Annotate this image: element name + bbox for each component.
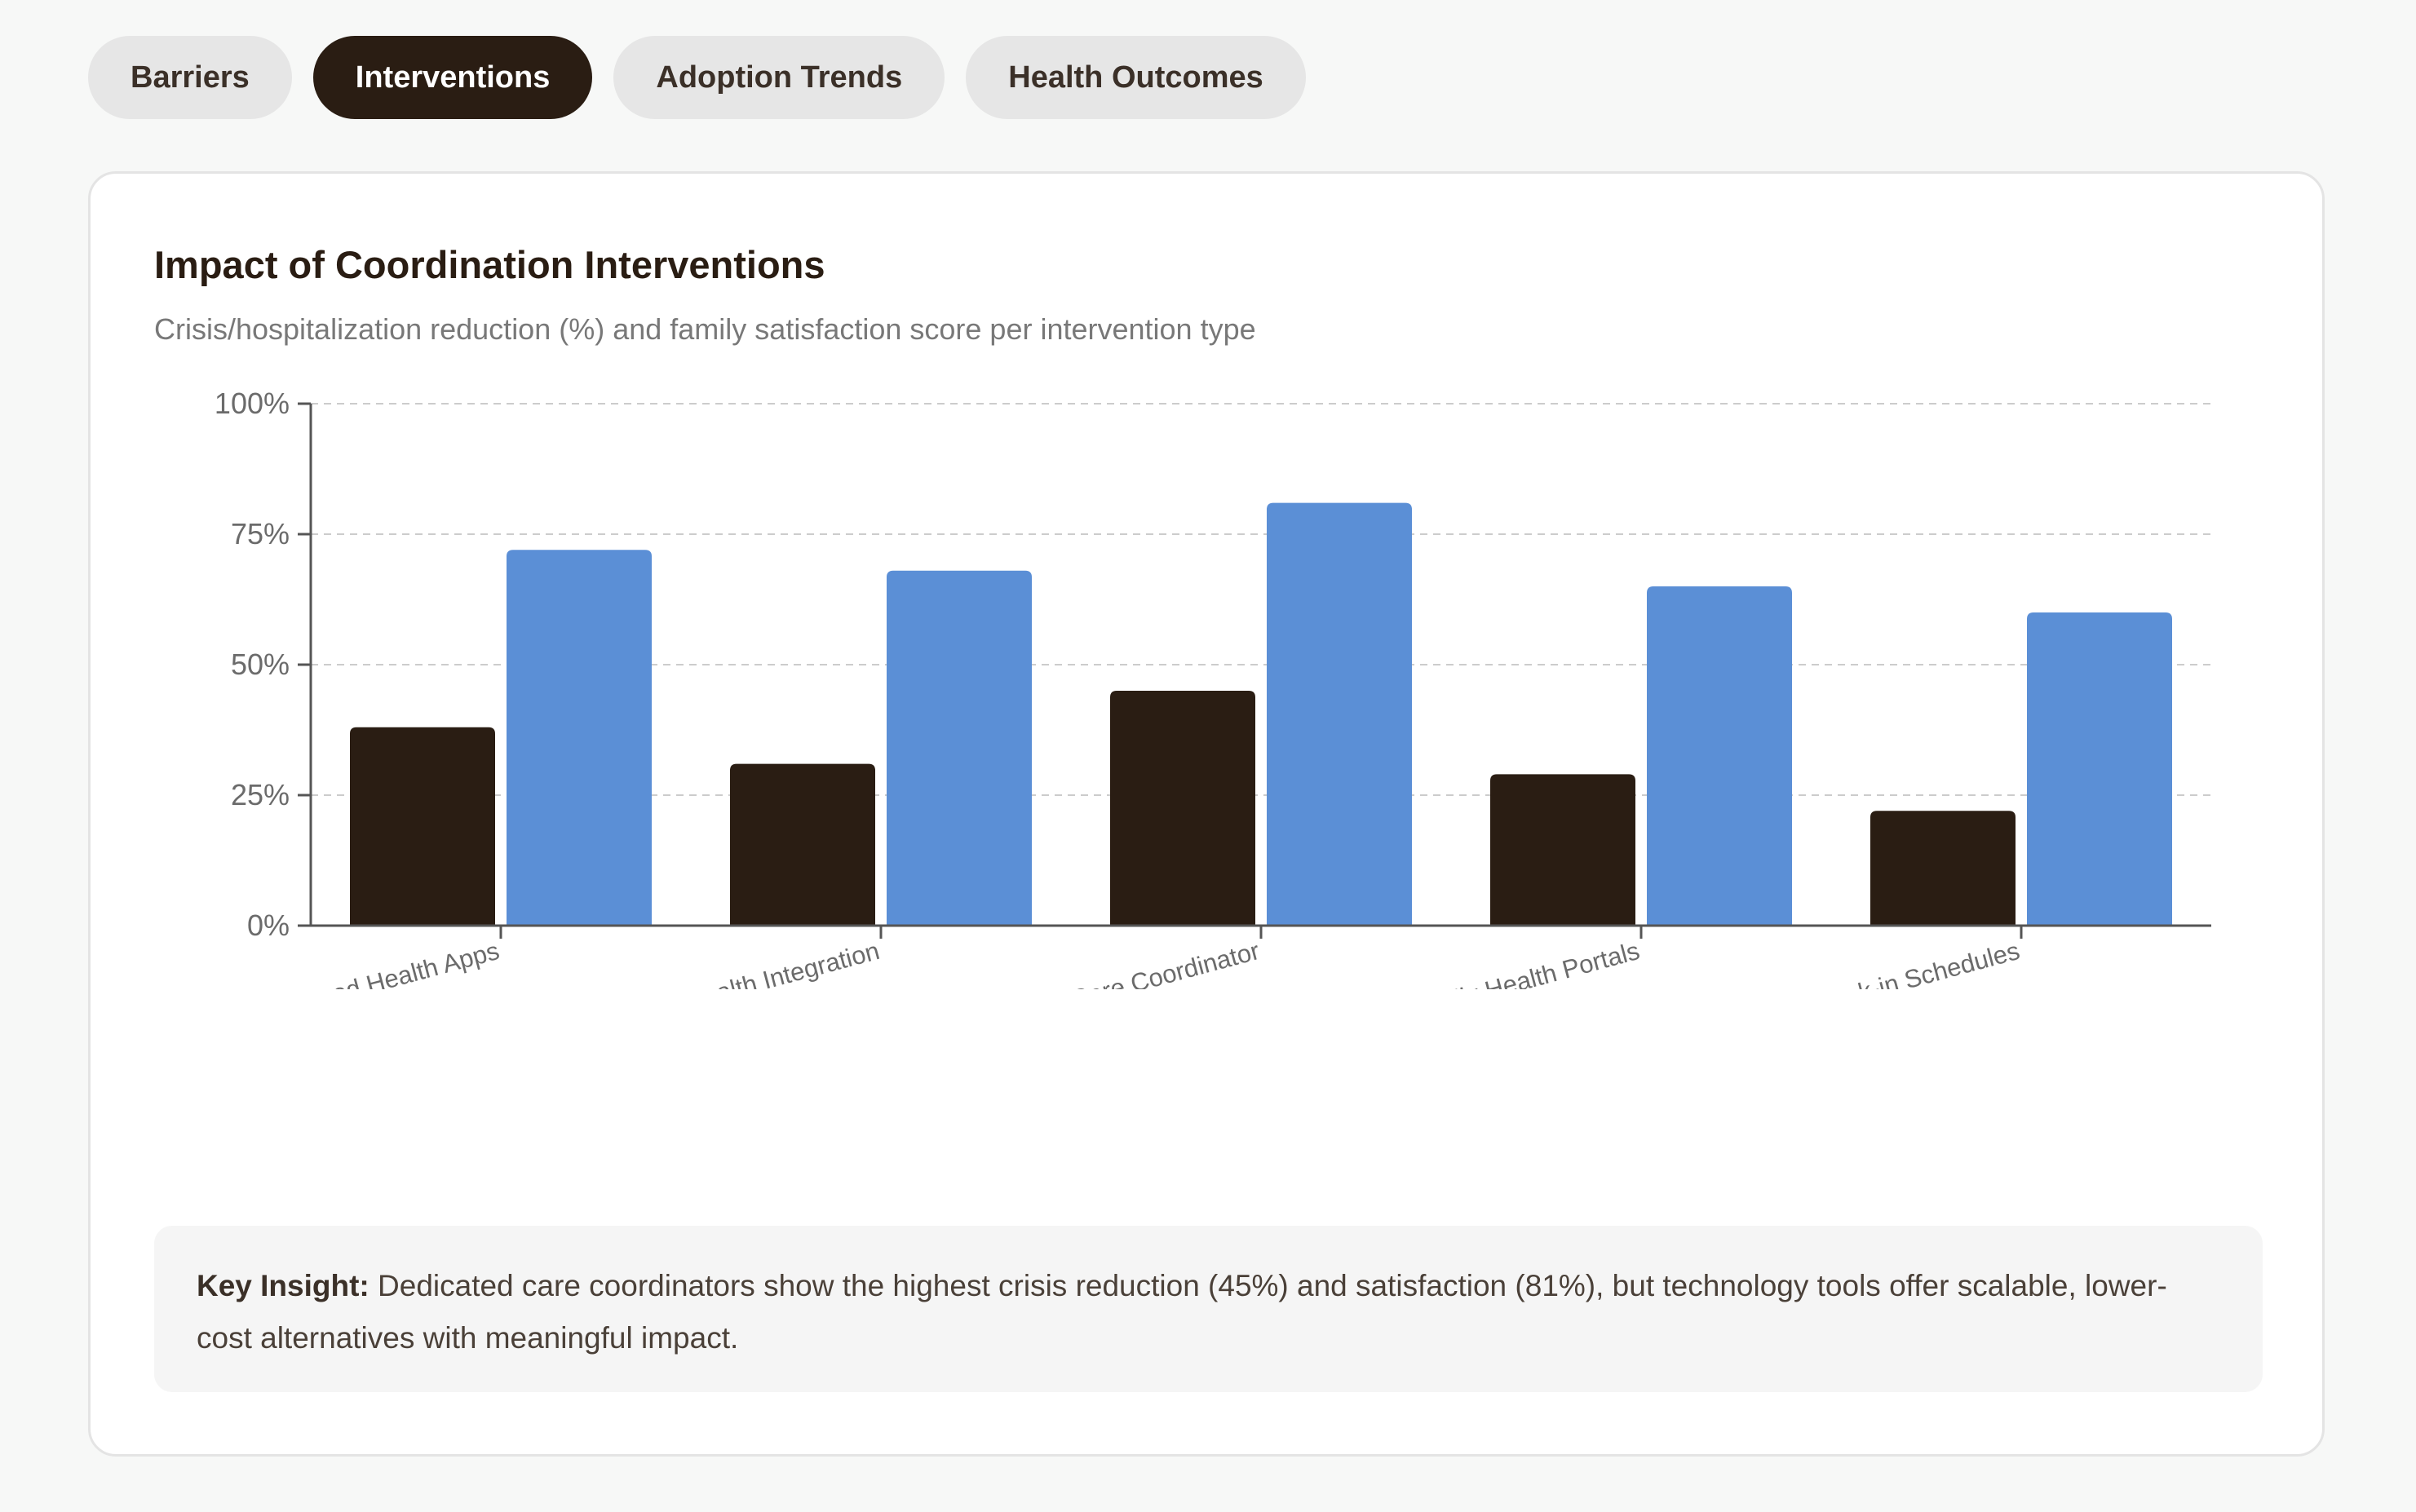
- bar-crisis-reduction[interactable]: [350, 727, 495, 926]
- bar-family-satisfaction[interactable]: [887, 570, 1032, 926]
- bar-family-satisfaction[interactable]: [1647, 586, 1792, 926]
- tab-adoption-trends[interactable]: Adoption Trends: [613, 36, 945, 119]
- bar-crisis-reduction[interactable]: [730, 763, 875, 926]
- y-tick-label: 0%: [247, 909, 290, 942]
- bar-family-satisfaction[interactable]: [507, 550, 652, 926]
- x-category-label: Regular Check-in Schedules: [1706, 936, 2023, 989]
- tab-interventions[interactable]: Interventions: [312, 36, 593, 119]
- x-category-label: Shared Health Apps: [277, 936, 502, 989]
- y-tick-label: 50%: [231, 648, 290, 681]
- x-category-label: Care Coordinator: [1068, 936, 1263, 989]
- tab-bar: Barriers Interventions Adoption Trends H…: [88, 36, 1306, 119]
- x-category-label: Family Health Portals: [1403, 936, 1643, 989]
- chart-subtitle: Crisis/hospitalization reduction (%) and…: [154, 312, 1256, 346]
- bar-crisis-reduction[interactable]: [1110, 691, 1255, 926]
- y-tick-label: 75%: [231, 517, 290, 550]
- bar-family-satisfaction[interactable]: [2027, 612, 2172, 926]
- y-tick-label: 100%: [215, 387, 290, 420]
- chart-title: Impact of Coordination Interventions: [154, 243, 825, 286]
- tab-health-outcomes[interactable]: Health Outcomes: [966, 36, 1306, 119]
- key-insight-text: Dedicated care coordinators show the hig…: [197, 1269, 2167, 1355]
- tab-barriers[interactable]: Barriers: [88, 36, 292, 119]
- chart-card: Impact of Coordination Interventions Cri…: [88, 171, 2325, 1457]
- x-category-label: Telehealth Integration: [641, 936, 882, 989]
- bar-chart: 0% 25% 50% 75% 100% Shared Health Apps Telehea…: [215, 387, 2211, 989]
- bar-crisis-reduction[interactable]: [1490, 774, 1635, 926]
- key-insight-label: Key Insight:: [197, 1269, 369, 1302]
- bar-family-satisfaction[interactable]: [1267, 502, 1412, 926]
- y-tick-label: 25%: [231, 778, 290, 811]
- key-insight-box: Key Insight: Dedicated care coordinators…: [154, 1226, 2263, 1392]
- bar-crisis-reduction[interactable]: [1870, 811, 2016, 926]
